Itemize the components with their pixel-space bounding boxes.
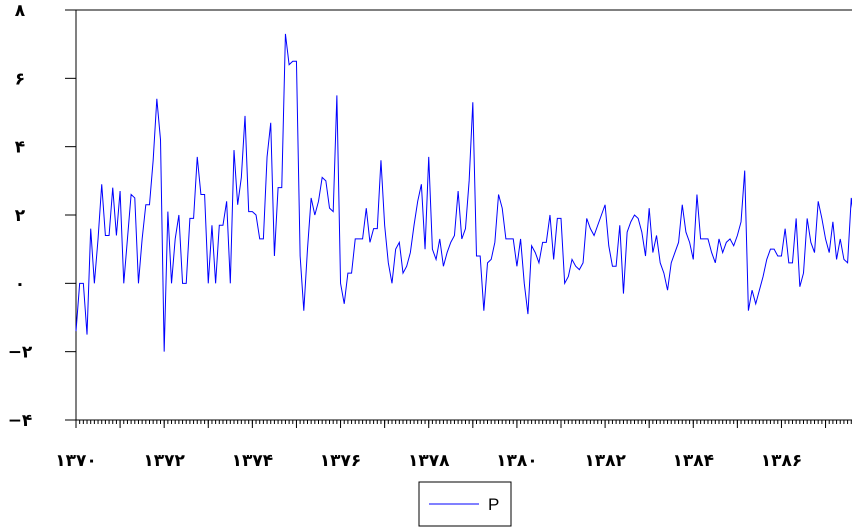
x-tick-label: ۱۳۸۰: [496, 451, 538, 471]
x-tick-label: ۱۳۸۴: [673, 451, 715, 471]
x-tick-label: ۱۳۸۲: [584, 451, 626, 471]
legend: P: [418, 481, 512, 527]
series-line-p: [75, 33, 852, 352]
x-tick-label: ۱۳۷۰: [55, 451, 97, 471]
x-axis-ticks: ۱۳۷۰ ۱۳۷۲ ۱۳۷۴ ۱۳۷۶ ۱۳۷۸ ۱۳۸۰ ۱۳۸۲ ۱۳۸۴ ۱۳۸۶: [55, 420, 852, 471]
axes: [75, 9, 852, 421]
legend-label: P: [488, 495, 499, 514]
y-axis-ticks: −۴ −۲ ۰ ۲ ۴ ۶ ۸: [8, 1, 76, 431]
y-tick-label: ۲: [15, 206, 26, 226]
y-tick-label: ۶: [15, 69, 25, 89]
x-tick-label: ۱۳۷۴: [232, 451, 274, 471]
y-tick-label: ۸: [15, 1, 26, 21]
x-tick-label: ۱۳۷۸: [408, 451, 450, 471]
x-tick-label: ۱۳۸۶: [761, 451, 803, 471]
y-tick-label: ۴: [15, 138, 25, 158]
x-tick-label: ۱۳۷۲: [143, 451, 185, 471]
y-tick-label: −۲: [8, 343, 33, 363]
y-tick-label: ۰: [15, 274, 25, 294]
y-tick-label: −۴: [8, 411, 33, 431]
series-lines: [75, 33, 852, 352]
x-tick-label: ۱۳۷۶: [320, 451, 362, 471]
